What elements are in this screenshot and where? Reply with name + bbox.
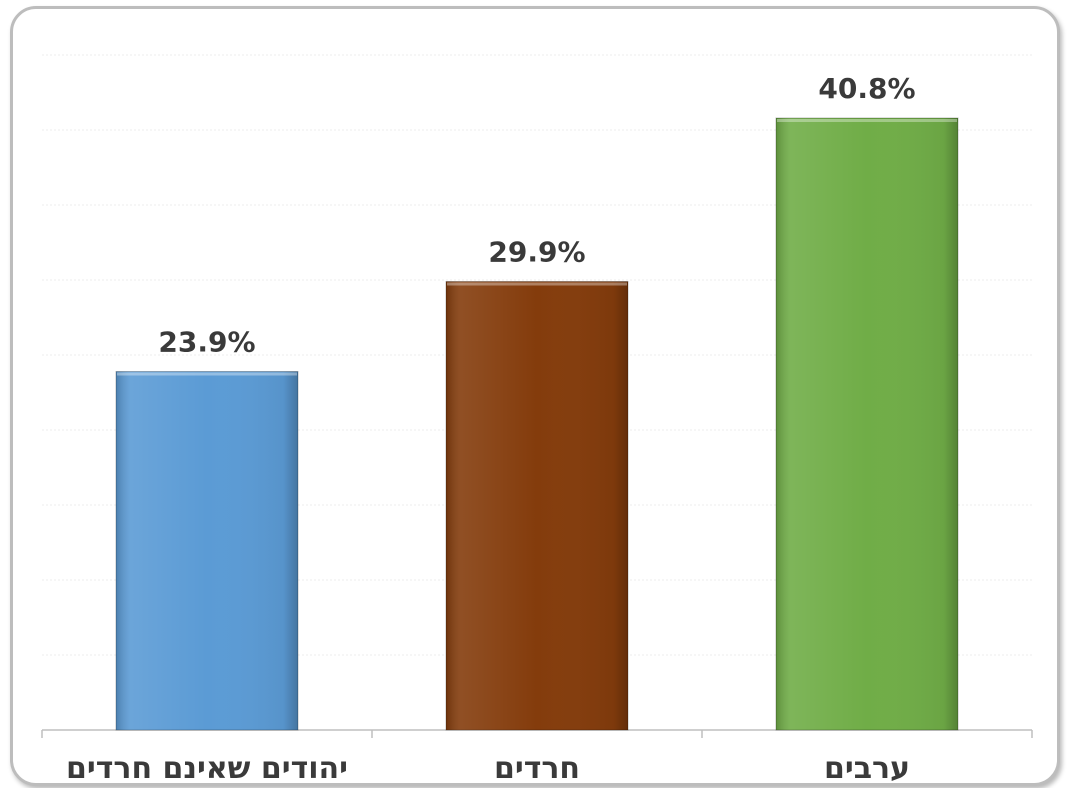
data-label: 40.8%	[818, 72, 915, 105]
data-label: 29.9%	[488, 236, 585, 269]
bar-top-highlight	[447, 282, 627, 286]
data-labels: 23.9% 29.9% 40.8%	[158, 72, 915, 359]
x-tick-label: יהודים שאינם חרדים	[66, 751, 348, 786]
bars	[115, 117, 959, 731]
data-label: 23.9%	[158, 326, 255, 359]
bar-shading	[116, 371, 298, 730]
bar-shading	[776, 118, 958, 730]
x-axis	[41, 729, 1033, 738]
bar-shading	[446, 281, 628, 730]
x-tick-label: ערבים	[824, 751, 910, 786]
bar-top-highlight	[117, 372, 297, 376]
x-tick-labels: יהודים שאינם חרדים חרדים ערבים	[66, 751, 910, 786]
x-tick-label: חרדים	[494, 751, 580, 786]
bar-top-highlight	[777, 119, 957, 122]
